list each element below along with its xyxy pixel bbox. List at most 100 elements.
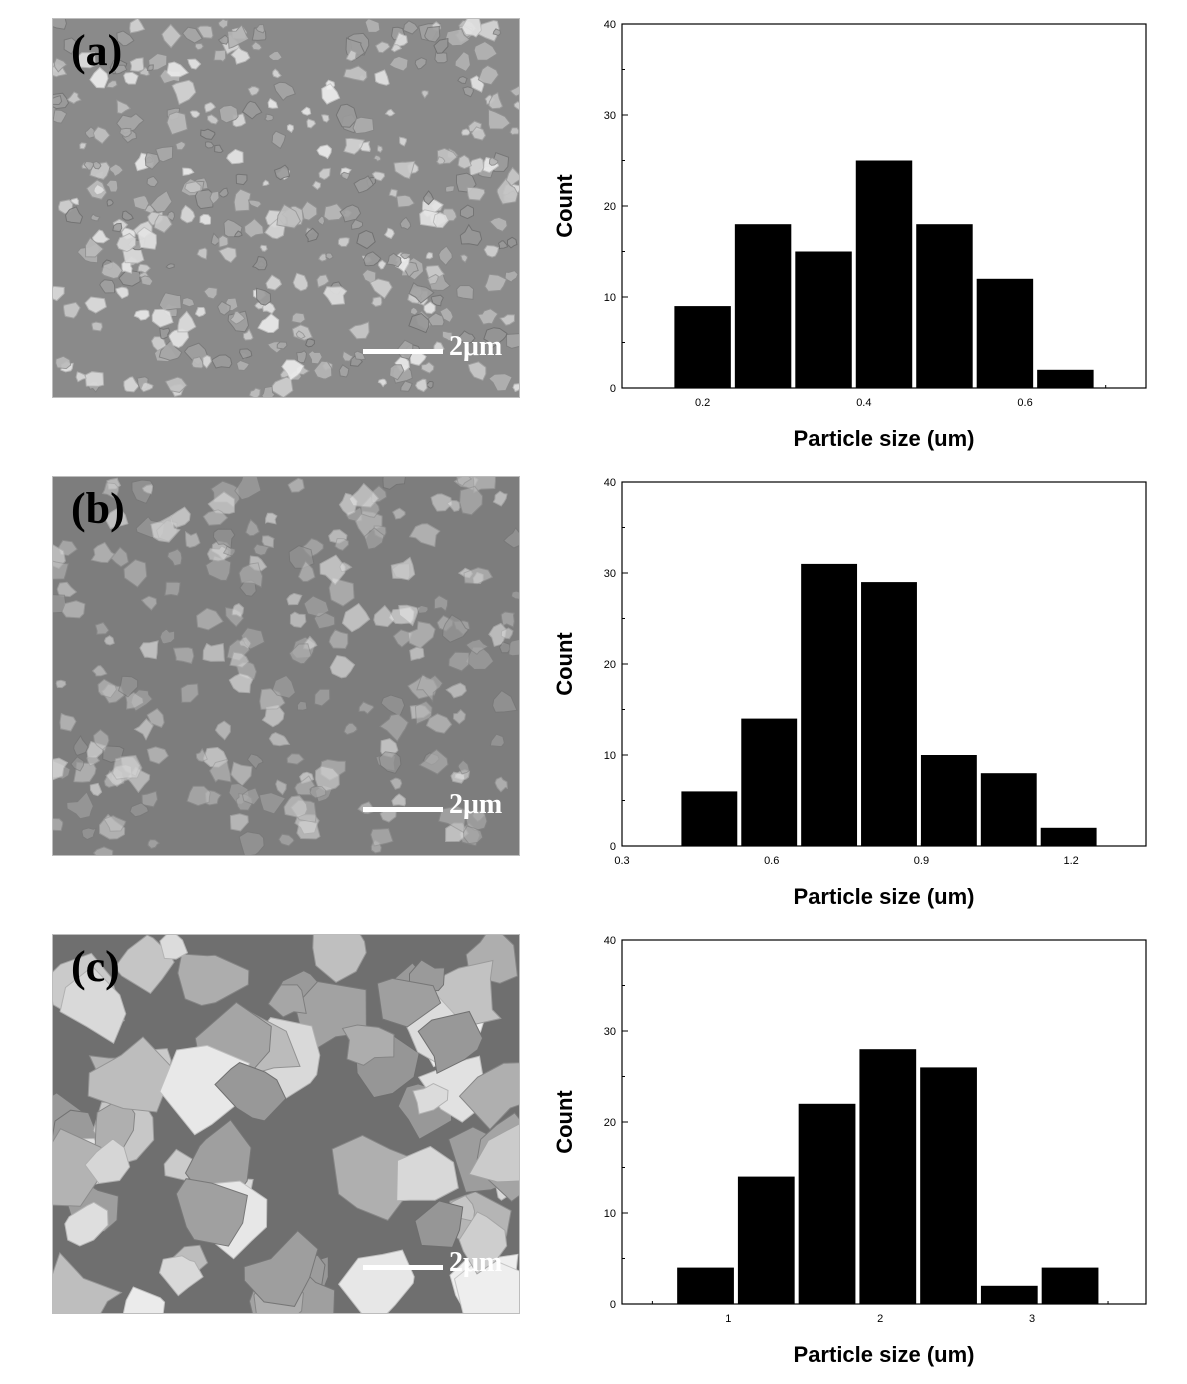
figure-row-c: (c) 2μm 0 10 20 30 40 1 2 3 Particle size (um) Co… — [0, 916, 1187, 1376]
sem-micrograph-c: (c) 2μm — [52, 934, 520, 1314]
sem-particle — [385, 252, 402, 268]
sem-particle — [358, 701, 375, 715]
sem-background — [53, 477, 519, 855]
sem-particle — [53, 560, 70, 580]
sem-particle — [439, 306, 454, 324]
sem-particle — [158, 1255, 204, 1297]
sem-particle — [146, 746, 169, 765]
sem-particle — [53, 94, 63, 106]
sem-particle — [75, 371, 87, 383]
x-tick-label: 3 — [1029, 1313, 1035, 1325]
sem-particle — [113, 64, 128, 75]
sem-particle — [339, 204, 362, 223]
sem-particle — [214, 144, 224, 153]
sem-particle — [323, 203, 346, 221]
sem-particle — [161, 23, 182, 49]
histogram-a: 0 10 20 30 40 0.2 0.4 0.6 Particle size (um) Coun… — [552, 19, 1147, 451]
sem-particle — [430, 294, 444, 307]
sem-particle — [273, 81, 296, 102]
scale-bar-a — [363, 349, 443, 354]
sem-particle — [345, 49, 357, 62]
sem-particle — [217, 34, 229, 45]
sem-particle — [457, 154, 472, 170]
sem-particle — [146, 64, 154, 71]
sem-particle — [396, 1145, 459, 1202]
sem-particle — [184, 180, 202, 193]
sem-particle — [158, 339, 183, 361]
sem-particle — [343, 722, 358, 736]
sem-particle — [488, 216, 508, 233]
sem-particle — [377, 378, 387, 388]
sem-particle — [241, 787, 261, 806]
panel-label-c: (c) — [71, 942, 120, 991]
sem-particle — [117, 675, 139, 698]
sem-particle — [459, 485, 484, 516]
sem-particle — [421, 89, 429, 99]
sem-particle — [106, 199, 114, 207]
sem-particle — [271, 674, 296, 699]
sem-particle — [246, 753, 264, 770]
sem-particle — [94, 621, 110, 635]
histogram-c: 0 10 20 30 40 1 2 3 Particle size (um) Count — [552, 935, 1147, 1367]
sem-particle — [248, 387, 261, 397]
sem-particle — [166, 111, 188, 136]
sem-particle — [316, 274, 330, 289]
y-tick-label: 30 — [604, 568, 616, 580]
sem-particle — [61, 600, 86, 619]
sem-particle — [466, 186, 486, 201]
sem-particle — [217, 187, 229, 198]
sem-particle — [62, 301, 81, 319]
sem-particle — [53, 757, 69, 781]
sem-particle — [414, 1200, 464, 1248]
sem-particle — [295, 330, 306, 340]
sem-particle — [229, 651, 250, 668]
sem-particle — [92, 728, 110, 753]
sem-particle — [203, 286, 218, 300]
sem-particle — [213, 49, 227, 63]
sem-particle — [450, 771, 466, 784]
sem-particle — [118, 269, 141, 287]
y-axis-label: Count — [552, 174, 577, 238]
sem-particle — [89, 66, 109, 89]
sem-particle — [423, 301, 436, 315]
sem-particle — [253, 543, 271, 556]
sem-particle — [316, 144, 332, 160]
histogram-bar — [861, 582, 917, 846]
figure-row-b: (b) 2μm 0 10 20 30 40 0.3 0.6 0.9 1.2 Particle si… — [0, 458, 1187, 918]
sem-particle — [363, 527, 385, 550]
sem-particle — [509, 127, 519, 136]
sem-particle — [204, 141, 215, 149]
sem-particle — [159, 935, 189, 960]
sem-particle — [243, 1230, 319, 1307]
sem-particle — [500, 611, 515, 628]
sem-particle — [180, 204, 196, 224]
sem-particle — [194, 307, 206, 318]
histogram-bar — [737, 1176, 795, 1304]
sem-particle — [341, 1024, 395, 1066]
sem-particle — [507, 236, 518, 249]
histogram-b: 0 10 20 30 40 0.3 0.6 0.9 1.2 Particle size (um) C… — [552, 477, 1147, 909]
sem-particle — [245, 518, 260, 537]
sem-particle — [459, 204, 474, 220]
sem-particle — [508, 638, 519, 657]
sem-particle — [418, 748, 449, 775]
scale-bar-label-a: 2μm — [449, 331, 503, 362]
sem-particle — [181, 26, 204, 44]
sem-particle — [377, 259, 387, 270]
sem-particle — [115, 286, 129, 300]
sem-particle — [399, 252, 412, 260]
y-tick-label: 10 — [604, 292, 616, 304]
histogram-bar — [1037, 369, 1094, 388]
sem-particle — [207, 491, 235, 515]
sem-particle — [292, 272, 309, 292]
histogram-bar — [674, 306, 731, 388]
y-tick-label: 0 — [610, 841, 616, 853]
sem-particle — [273, 164, 291, 181]
x-tick-label: 0.9 — [914, 855, 929, 867]
scale-bar-b — [363, 807, 443, 812]
sem-particle — [339, 562, 353, 573]
sem-particle — [334, 537, 349, 551]
sem-particle — [146, 707, 165, 729]
scale-bar-c — [363, 1265, 443, 1270]
sem-particle — [384, 108, 396, 117]
